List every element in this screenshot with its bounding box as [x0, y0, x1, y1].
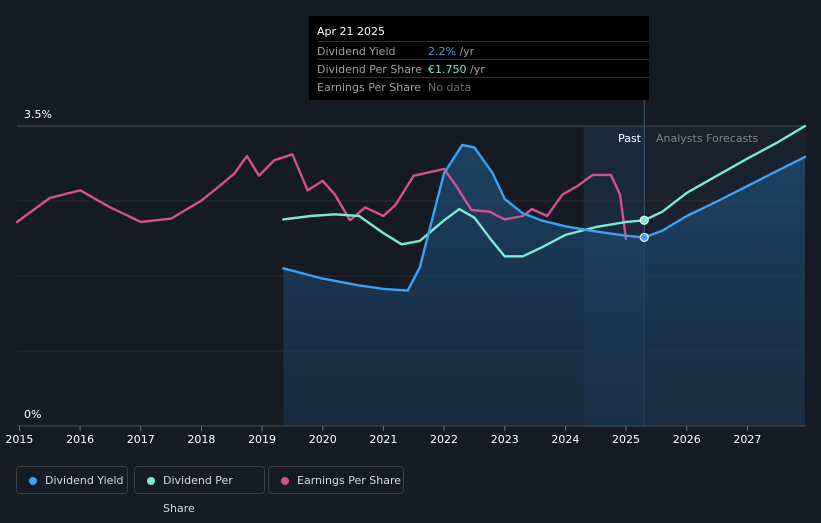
chart-svg: 2015 2016 2017 2018 2019 2020 2021 2022 2023 2024…: [5, 100, 807, 446]
tooltip-value: 2.2% /yr: [428, 45, 474, 58]
legend-dividend-yield[interactable]: Dividend Yield: [16, 466, 128, 494]
x-tick-label: 2020: [309, 433, 337, 446]
tooltip-row-earnings-per-share: Earnings Per Share No data: [317, 77, 649, 96]
area-layer: [283, 144, 805, 426]
earnings-per-share-line: [15, 153, 628, 241]
x-tick-label: 2015: [5, 433, 33, 446]
tooltip-unit: /yr: [470, 63, 485, 76]
tooltip-label: Dividend Per Share: [317, 63, 423, 76]
tooltip-value: €1.750 /yr: [428, 63, 485, 76]
dividend-yield-area: [283, 144, 805, 426]
x-tick-label: 2026: [673, 433, 701, 446]
forecast-label: Analysts Forecasts: [656, 132, 759, 145]
tooltip-value-number: €1.750: [428, 63, 467, 76]
legend-label: Earnings Per Share: [297, 474, 402, 487]
x-tick-label: 2024: [551, 433, 579, 446]
dividend-yield-line: [282, 143, 807, 292]
y-axis-labels: 3.5% 0%: [24, 108, 52, 421]
x-tick-label: 2022: [430, 433, 458, 446]
tooltip-row-dividend-yield: Dividend Yield 2.2% /yr: [317, 41, 649, 60]
x-tick-label: 2025: [612, 433, 640, 446]
dividend-yield-marker: [639, 232, 649, 243]
x-tick-label: 2027: [733, 433, 761, 446]
tooltip-label: Earnings Per Share: [317, 81, 422, 94]
series-lines: [15, 124, 807, 292]
past-label: Past: [618, 132, 642, 145]
legend-dot-icon: [281, 477, 289, 485]
tooltip-unit: /yr: [459, 45, 475, 58]
legend-label: Dividend Yield: [45, 474, 124, 487]
y-tick-label-bottom: 0%: [24, 408, 41, 421]
legend-label: Dividend Per Share: [163, 474, 233, 515]
legend-dot-icon: [147, 477, 155, 485]
x-tick-label: 2016: [66, 433, 94, 446]
x-axis: 2015 2016 2017 2018 2019 2020 2021 2022 2023 2024…: [5, 425, 805, 446]
dividend-per-share-line: [282, 124, 807, 258]
tooltip-value: No data: [428, 81, 471, 94]
x-tick-label: 2019: [248, 433, 276, 446]
markers: [639, 215, 649, 243]
tooltip-value-number: 2.2%: [428, 45, 456, 58]
tooltip-row-dividend-per-share: Dividend Per Share €1.750 /yr: [317, 59, 649, 78]
x-tick-label: 2018: [187, 433, 215, 446]
x-tick-label: 2021: [369, 433, 397, 446]
legend-dot-icon: [29, 477, 37, 485]
tooltip-date: Apr 21 2025: [317, 25, 386, 38]
legend-earnings-per-share[interactable]: Earnings Per Share: [268, 466, 404, 494]
tooltip-value-number: No data: [428, 81, 472, 94]
dividend-per-share-marker: [639, 215, 649, 225]
x-tick-label: 2017: [127, 433, 155, 446]
y-tick-label-top: 3.5%: [24, 108, 52, 121]
legend-dividend-per-share[interactable]: Dividend Per Share: [134, 466, 265, 515]
tooltip: Apr 21 2025 Dividend Yield 2.2% /yr Divi…: [309, 16, 649, 100]
x-tick-label: 2023: [491, 433, 519, 446]
tooltip-label: Dividend Yield: [317, 45, 396, 58]
